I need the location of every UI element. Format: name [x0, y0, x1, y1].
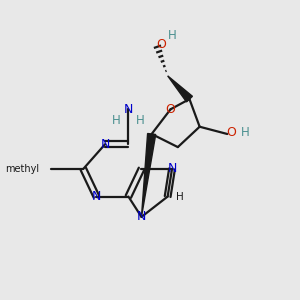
Text: O: O — [156, 38, 166, 51]
Text: O: O — [166, 103, 176, 116]
Text: N: N — [100, 138, 110, 151]
Text: H: H — [112, 114, 121, 127]
Text: H: H — [136, 114, 145, 127]
Text: methyl: methyl — [5, 164, 40, 174]
Polygon shape — [168, 76, 192, 102]
Text: N: N — [124, 103, 133, 116]
Text: H: H — [168, 28, 177, 42]
Text: N: N — [167, 162, 177, 176]
Text: H: H — [241, 126, 250, 139]
Text: N: N — [137, 210, 146, 224]
Polygon shape — [142, 134, 156, 217]
Text: H: H — [176, 191, 184, 202]
Text: O: O — [226, 126, 236, 139]
Text: N: N — [92, 190, 101, 203]
